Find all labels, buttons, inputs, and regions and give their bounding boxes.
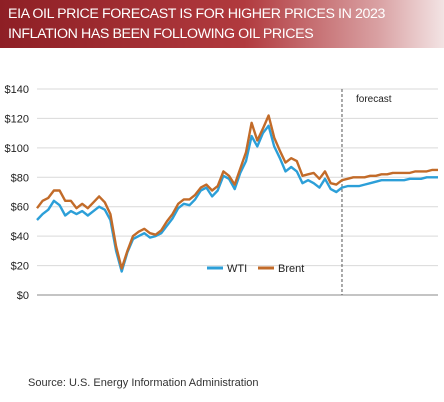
source-note: Source: U.S. Energy Information Administ… — [28, 377, 259, 389]
y-tick-label: $80 — [11, 172, 29, 184]
y-tick-label: $100 — [5, 143, 29, 155]
oil-price-chart: $0$20$40$60$80$100$120$140Jan-19Oct-19Ju… — [5, 84, 438, 300]
y-tick-label: $140 — [5, 84, 29, 96]
legend-label-wti: WTI — [227, 263, 247, 275]
y-tick-label: $40 — [11, 231, 29, 243]
y-tick-label: $60 — [11, 202, 29, 214]
forecast-annotation: forecast — [356, 94, 392, 105]
y-tick-label: $0 — [17, 290, 29, 300]
series-line-wti — [36, 124, 438, 273]
title-line-1: EIA OIL PRICE FORECAST IS FOR HIGHER PRI… — [8, 6, 385, 22]
y-tick-label: $20 — [11, 261, 29, 273]
title-line-2: INFLATION HAS BEEN FOLLOWING OIL PRICES — [8, 26, 314, 42]
title-bar: EIA OIL PRICE FORECAST IS FOR HIGHER PRI… — [0, 0, 444, 48]
legend-label-brent: Brent — [278, 263, 304, 275]
y-tick-label: $120 — [5, 113, 29, 125]
series-line-brent — [36, 114, 438, 270]
